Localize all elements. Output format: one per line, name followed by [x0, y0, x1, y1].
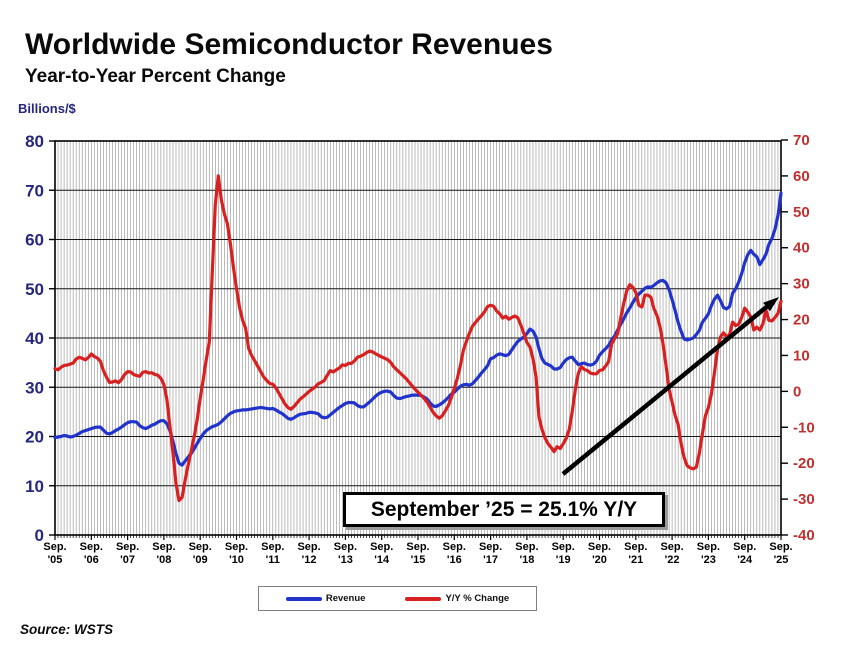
svg-text:Sep.'19: Sep. '19 [552, 541, 575, 566]
svg-text:Sep.'10: Sep. '10 [225, 541, 248, 566]
svg-text:Sep.'07: Sep. '07 [116, 541, 139, 566]
svg-text:-30: -30 [793, 491, 815, 508]
svg-text:Sep.'12: Sep. '12 [297, 541, 320, 566]
right-axis-labels: -40 -30 -20 -10 0 10 20 30 40 50 60 70 [781, 132, 815, 544]
legend-label-revenue: Revenue [325, 593, 366, 604]
chart-legend: Revenue Y/Y % Change [258, 586, 537, 611]
revenue-line-swatch [285, 596, 322, 601]
source-attribution: Source: WSTS [20, 622, 114, 637]
svg-text:0: 0 [35, 526, 44, 545]
annotation-text: September ’25 = 25.1% Y/Y [370, 498, 638, 521]
svg-text:0: 0 [793, 383, 801, 400]
plot-gridlines-horizontal [55, 189, 781, 487]
svg-text:40: 40 [793, 240, 810, 257]
svg-text:10: 10 [25, 477, 44, 496]
page-title: Worldwide Semiconductor Revenues [25, 28, 553, 61]
svg-text:Sep.'11: Sep. '11 [261, 541, 284, 566]
trend-arrow [561, 297, 779, 476]
yoy-line [53, 174, 783, 503]
left-axis-labels: 0 10 20 30 40 50 60 70 80 [25, 132, 55, 545]
x-axis-labels: Sep. '05 Sep. '06 Sep. '07 Sep. '08 Sep. '09 Sep. '… [43, 535, 793, 566]
svg-text:Sep.'25: Sep. '25 [769, 541, 792, 566]
annotation-callout: September ’25 = 25.1% Y/Y [343, 492, 665, 527]
revenue-line [53, 191, 783, 467]
svg-text:Sep.'06: Sep. '06 [80, 541, 103, 566]
svg-text:40: 40 [25, 329, 44, 348]
yoy-line-swatch [405, 596, 442, 601]
svg-text:Sep.'22: Sep. '22 [660, 541, 683, 566]
svg-text:-10: -10 [793, 419, 815, 436]
svg-text:30: 30 [793, 276, 810, 293]
svg-text:-40: -40 [793, 527, 815, 544]
left-axis-unit-label: Billions/$ [18, 101, 76, 116]
svg-text:70: 70 [25, 181, 44, 200]
legend-item-revenue: Revenue [285, 593, 366, 604]
legend-item-yoy: Y/Y % Change [405, 593, 509, 604]
svg-text:-20: -20 [793, 455, 815, 472]
svg-text:60: 60 [25, 231, 44, 250]
svg-text:50: 50 [25, 280, 44, 299]
svg-text:20: 20 [25, 428, 44, 447]
svg-text:50: 50 [793, 204, 810, 221]
svg-text:Sep.'13: Sep. '13 [334, 541, 357, 566]
legend-label-yoy: Y/Y % Change [445, 593, 510, 604]
svg-text:20: 20 [793, 312, 810, 329]
svg-text:Sep.'09: Sep. '09 [189, 541, 212, 566]
svg-text:Sep.'15: Sep. '15 [406, 541, 429, 566]
svg-text:Sep.'08: Sep. '08 [152, 541, 175, 566]
svg-text:Sep.'17: Sep. '17 [479, 541, 502, 566]
svg-text:Sep.'18: Sep. '18 [515, 541, 538, 566]
svg-text:30: 30 [25, 378, 44, 397]
svg-text:Sep.'23: Sep. '23 [697, 541, 720, 566]
svg-text:10: 10 [793, 347, 810, 364]
svg-text:60: 60 [793, 168, 810, 185]
svg-text:Sep.'14: Sep. '14 [370, 541, 393, 566]
svg-text:70: 70 [793, 132, 810, 149]
svg-text:Sep.'05: Sep. '05 [43, 541, 66, 566]
svg-text:Sep.'16: Sep. '16 [443, 541, 466, 566]
svg-text:Sep.'21: Sep. '21 [624, 541, 647, 566]
svg-text:Sep.'24: Sep. '24 [733, 541, 756, 566]
page-subtitle: Year-to-Year Percent Change [25, 66, 286, 87]
svg-text:80: 80 [25, 132, 44, 151]
svg-text:Sep.'20: Sep. '20 [588, 541, 611, 566]
